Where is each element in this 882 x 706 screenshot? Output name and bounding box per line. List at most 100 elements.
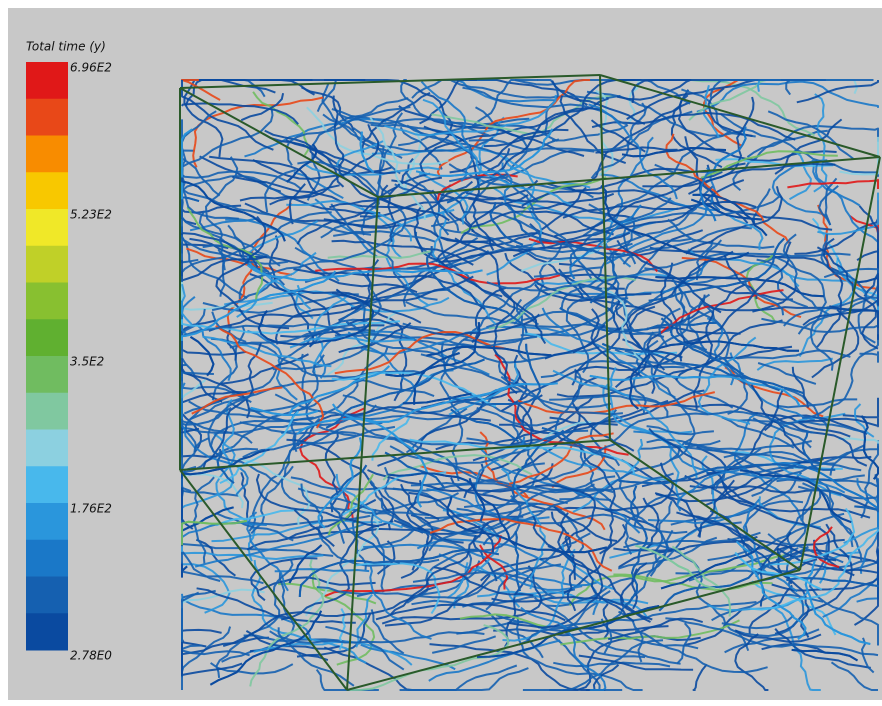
legend-swatch <box>26 356 68 394</box>
streamline <box>355 594 373 648</box>
streamline <box>426 345 552 357</box>
streamline <box>181 319 400 335</box>
streamline <box>383 466 543 535</box>
streamline <box>211 325 246 401</box>
streamline <box>181 128 193 200</box>
streamline <box>813 93 828 193</box>
streamline <box>707 512 845 562</box>
streamline <box>369 565 432 640</box>
streamline <box>413 205 503 298</box>
streamline <box>181 296 196 336</box>
streamline <box>408 491 494 553</box>
streamline <box>763 389 784 432</box>
legend-swatch <box>26 576 68 614</box>
streamline <box>591 111 796 141</box>
streamline <box>327 473 374 536</box>
streamline <box>750 528 879 611</box>
streamline <box>239 421 460 482</box>
streamline <box>280 520 394 621</box>
streamline <box>181 563 188 578</box>
streamline <box>692 663 708 691</box>
streamline <box>259 79 366 96</box>
streamline <box>693 283 746 410</box>
streamline <box>196 587 356 624</box>
streamline <box>226 325 237 361</box>
legend-swatch <box>26 245 68 283</box>
streamline <box>500 333 708 412</box>
streamline <box>435 194 529 263</box>
streamline <box>589 374 801 407</box>
streamline <box>732 129 828 192</box>
streamline <box>286 200 412 242</box>
streamline <box>535 484 596 545</box>
streamline <box>774 628 871 669</box>
streamline <box>402 392 472 405</box>
streamline <box>631 562 648 610</box>
streamline <box>453 562 470 609</box>
streamline <box>501 162 539 220</box>
streamline <box>429 518 613 572</box>
legend-label: 2.78E0 <box>70 649 112 663</box>
streamline <box>202 342 262 469</box>
streamline <box>802 430 821 472</box>
streamline <box>293 171 344 199</box>
streamline <box>786 577 879 588</box>
streamline <box>521 189 584 207</box>
streamline <box>811 159 861 207</box>
streamline <box>551 80 646 125</box>
streamline <box>225 218 340 282</box>
streamline <box>329 464 401 565</box>
legend-swatch <box>26 466 68 504</box>
streamline <box>426 246 528 334</box>
streamline <box>359 179 539 218</box>
streamline <box>216 512 294 542</box>
streamline <box>798 417 879 428</box>
streamline <box>516 298 532 364</box>
streamline <box>181 283 193 326</box>
streamline <box>202 335 332 368</box>
streamline <box>195 538 236 577</box>
streamline <box>181 537 334 557</box>
box-edge <box>799 156 881 571</box>
streamline <box>566 185 694 211</box>
streamline <box>181 323 376 339</box>
streamline <box>311 568 376 666</box>
streamline <box>734 551 823 591</box>
streamline <box>552 369 698 479</box>
streamline <box>215 215 290 330</box>
streamline <box>715 158 834 168</box>
streamline <box>377 112 404 195</box>
streamline <box>556 345 793 398</box>
legend-swatch <box>26 98 68 136</box>
streamline <box>412 116 505 219</box>
streamline <box>323 180 474 228</box>
streamline <box>394 438 621 467</box>
streamline <box>207 392 280 486</box>
streamline <box>443 344 524 425</box>
streamline <box>791 648 859 662</box>
streamline <box>750 384 808 457</box>
streamline <box>264 168 296 213</box>
streamline <box>446 173 508 204</box>
box-edge <box>179 469 348 691</box>
streamline <box>706 414 868 475</box>
streamline <box>325 625 405 671</box>
streamline <box>515 185 714 253</box>
streamline <box>782 233 833 318</box>
streamline <box>820 234 876 344</box>
streamline <box>489 107 601 179</box>
streamline <box>622 338 683 359</box>
streamline <box>347 313 540 336</box>
streamline <box>854 403 875 438</box>
legend-swatch <box>26 319 68 357</box>
streamline <box>658 307 681 348</box>
streamline <box>448 362 519 416</box>
streamline <box>553 505 618 542</box>
streamline <box>192 96 324 168</box>
box-edge <box>377 156 881 198</box>
box-edge <box>599 74 881 158</box>
streamline <box>186 206 264 302</box>
streamline <box>554 170 723 238</box>
streamline <box>246 264 483 282</box>
